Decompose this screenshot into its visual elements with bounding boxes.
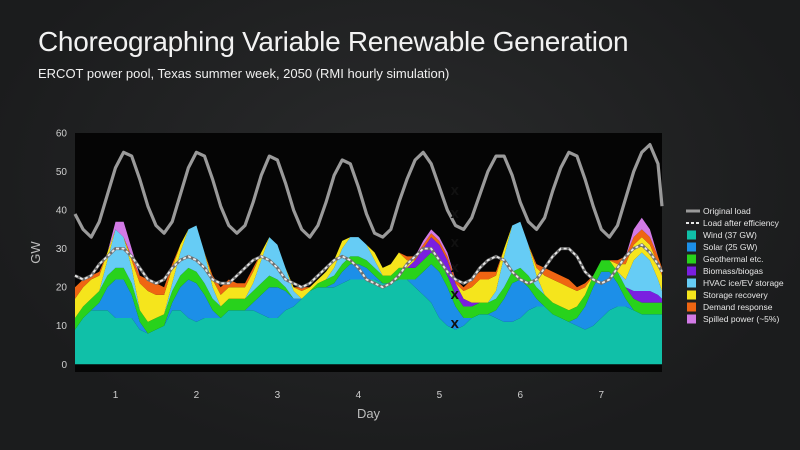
area-series-6 <box>75 221 662 322</box>
legend-swatch-box <box>687 254 696 264</box>
y-tick-label-40: 40 <box>56 206 68 217</box>
y-tick-label-60: 60 <box>56 129 68 140</box>
x-tick-label-2: 2 <box>194 390 200 401</box>
legend-swatch-box <box>687 278 696 288</box>
x-marker-4: X <box>450 262 459 275</box>
x-marker-6: X <box>450 318 459 331</box>
x-tick-label-7: 7 <box>598 390 604 401</box>
area-series-2 <box>75 264 662 334</box>
legend-label: Biomass/biogas <box>703 266 763 276</box>
y-tick-label-0: 0 <box>61 360 67 371</box>
area-series-1 <box>75 279 662 365</box>
x-marker-2: X <box>450 208 459 221</box>
legend-label: Wind (37 GW) <box>703 230 757 240</box>
legend: Original load Load after efficiency Wind (… <box>686 206 784 324</box>
x-axis: 1 2 3 4 5 6 7 Day <box>113 390 605 421</box>
legend-label: Demand response <box>703 302 773 312</box>
legend-swatch-box <box>687 314 696 324</box>
original-load-line <box>73 143 664 239</box>
legend-label: Storage recovery <box>703 290 768 300</box>
legend-swatch-box <box>687 242 696 252</box>
y-tick-label-20: 20 <box>56 283 68 294</box>
legend-label: Geothermal etc. <box>703 254 763 264</box>
page-title: Choreographing Variable Renewable Genera… <box>38 26 629 57</box>
y-axis-title: GW <box>28 241 43 264</box>
x-axis-title: Day <box>357 406 381 421</box>
x-tick-label-3: 3 <box>275 390 281 401</box>
load-lines <box>73 143 664 289</box>
legend-label: Original load <box>703 206 751 216</box>
legend-label: Load after efficiency <box>703 218 780 228</box>
legend-swatch-box <box>687 302 696 312</box>
x-tick-label-6: 6 <box>518 390 524 401</box>
y-tick-label-50: 50 <box>56 167 68 178</box>
x-marker-1: X <box>450 185 459 198</box>
x-marker-5: X <box>450 289 459 302</box>
x-tick-label-1: 1 <box>113 390 119 401</box>
x-tick-label-4: 4 <box>356 390 362 401</box>
legend-label: HVAC ice/EV storage <box>703 278 784 288</box>
legend-label: Spilled power (~5%) <box>703 314 779 324</box>
page-subtitle: ERCOT power pool, Texas summer week, 205… <box>38 66 450 81</box>
x-marker-3: X <box>450 237 459 250</box>
x-tick-label-5: 5 <box>437 390 443 401</box>
legend-swatch-box <box>687 230 696 240</box>
load-after-efficiency-line-shadow <box>74 243 664 289</box>
y-tick-label-30: 30 <box>56 244 68 255</box>
legend-swatch-box <box>687 290 696 300</box>
legend-label: Solar (25 GW) <box>703 242 757 252</box>
y-axis: 0 10 20 30 40 50 60 GW <box>28 129 67 371</box>
y-tick-label-10: 10 <box>56 321 68 332</box>
legend-swatch-box <box>687 266 696 276</box>
area-series-5 <box>75 221 662 322</box>
